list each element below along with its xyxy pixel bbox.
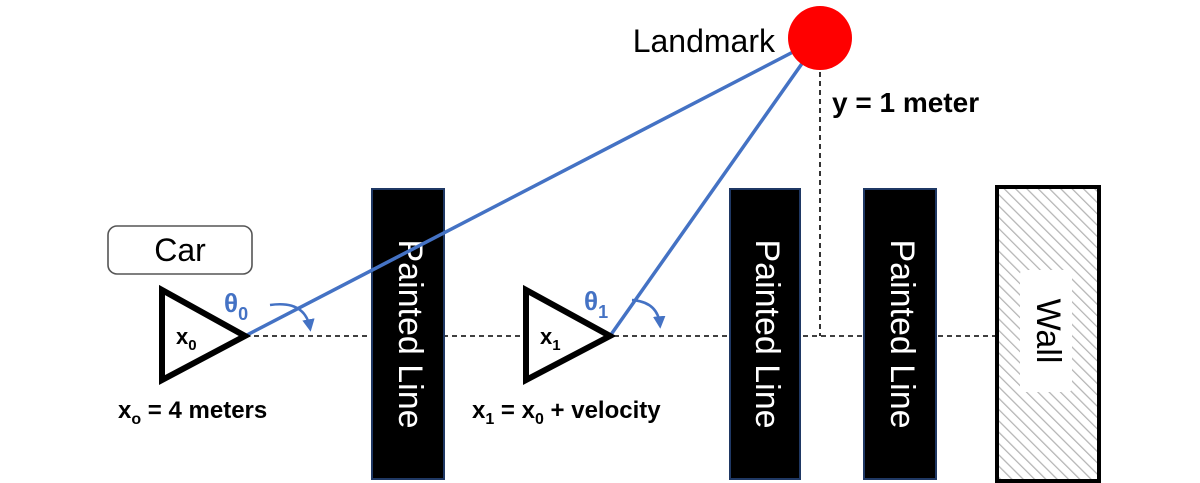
car-pose1-triangle — [523, 284, 617, 385]
pose0-angle-arrow — [269, 303, 315, 332]
pose1-symbol: x1 — [540, 324, 561, 354]
pose1-caption: x1 = x0 + velocity — [472, 397, 661, 428]
pose0-caption: xo = 4 meters — [118, 397, 267, 428]
painted-line-2: Painted Line — [729, 188, 801, 480]
car-pose0-triangle — [159, 284, 252, 385]
wall-label: Wall — [1029, 299, 1067, 364]
ray-pose0-to-landmark — [244, 36, 821, 338]
pose0-symbol: x0 — [176, 324, 197, 354]
car-label: Car — [154, 232, 206, 268]
painted-line-1-label: Painted Line — [391, 239, 429, 428]
pose1-angle-arrow — [631, 298, 666, 329]
ray-pose1-to-landmark — [608, 36, 822, 338]
car-label-box — [107, 225, 253, 275]
painted-line-2-label: Painted Line — [748, 239, 786, 428]
landmark-label: Landmark — [633, 23, 776, 59]
landmark-marker — [788, 6, 852, 70]
landmark-height-label: y = 1 meter — [832, 87, 979, 118]
pose1-angle-label: θ1 — [584, 286, 608, 322]
pose0-angle-label: θ0 — [224, 288, 248, 324]
painted-line-3: Painted Line — [863, 188, 937, 480]
painted-line-3-label: Painted Line — [883, 239, 921, 428]
painted-line-1: Painted Line — [371, 188, 445, 480]
wall: Wall — [995, 185, 1101, 483]
